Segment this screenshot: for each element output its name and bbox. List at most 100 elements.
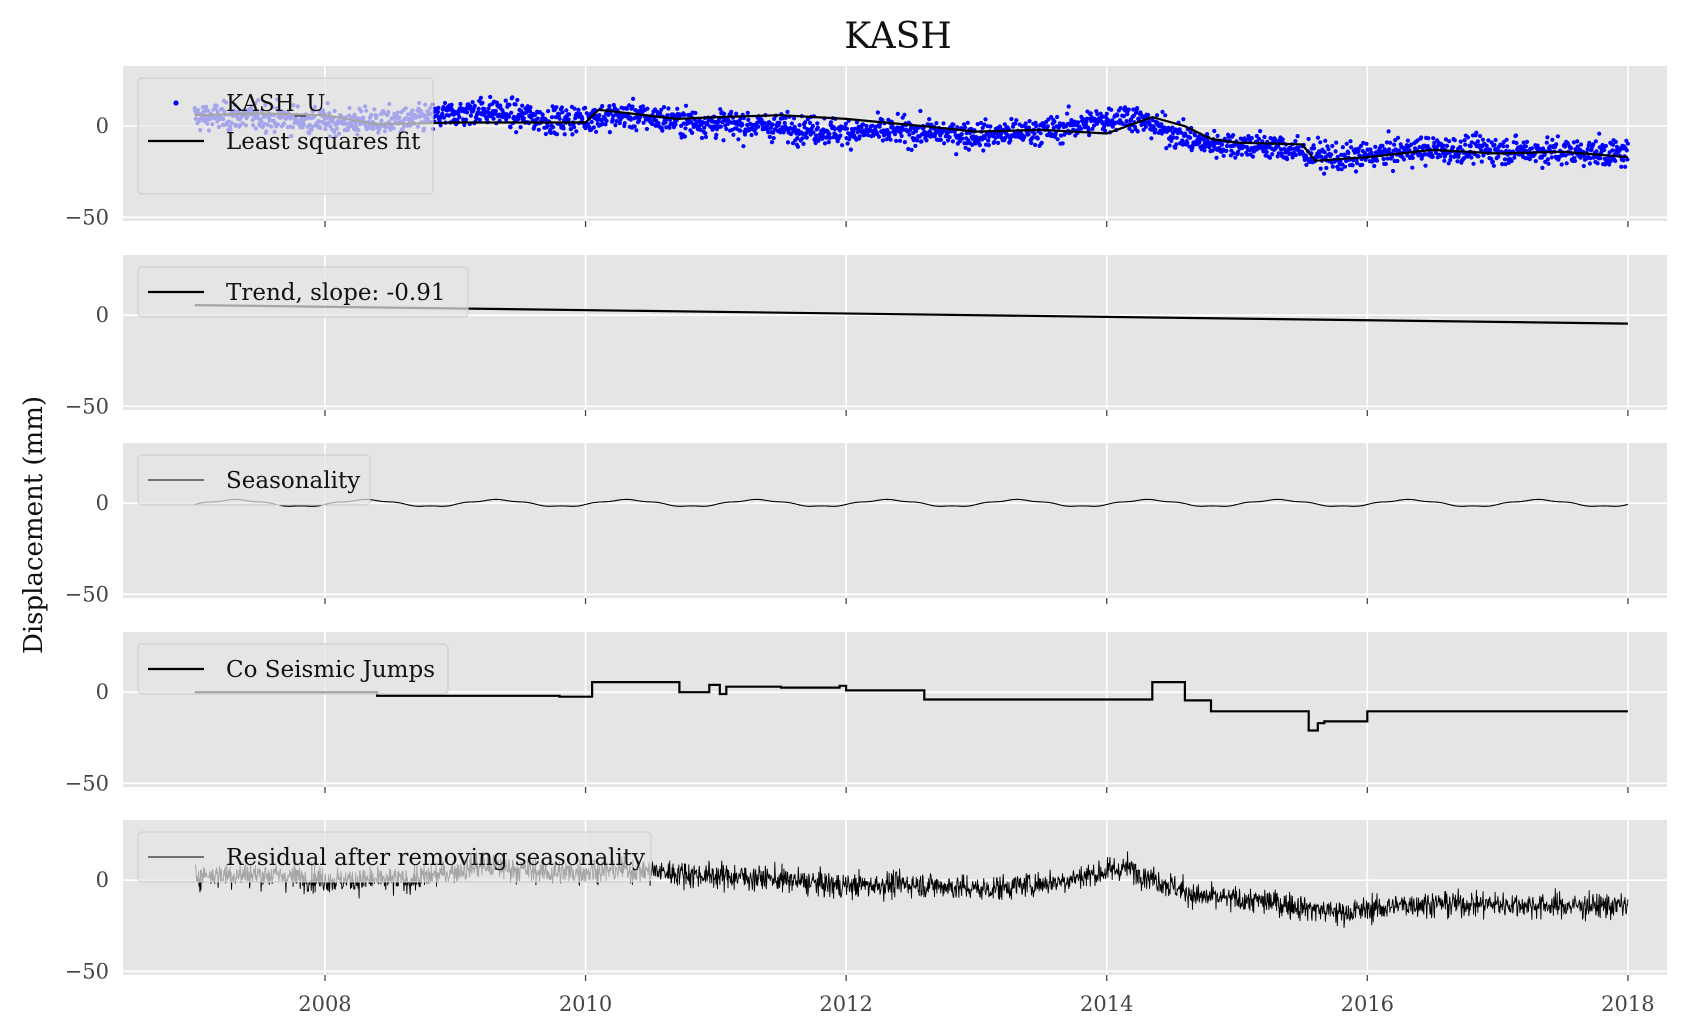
data-point (1205, 132, 1210, 137)
data-point (1539, 155, 1544, 160)
data-point (663, 120, 668, 125)
data-point (644, 126, 650, 132)
data-point (561, 126, 566, 131)
data-point (782, 120, 787, 126)
legend-label: Co Seismic Jumps (226, 657, 435, 683)
data-point (1033, 142, 1038, 148)
data-point (476, 106, 481, 111)
data-point (714, 132, 719, 137)
data-point (1458, 139, 1463, 144)
data-point (1431, 136, 1436, 141)
data-point (814, 133, 819, 138)
data-point (603, 122, 608, 127)
data-point (1008, 138, 1013, 143)
data-point (1135, 106, 1140, 111)
data-point (909, 147, 914, 152)
data-point (1192, 133, 1198, 138)
data-point (913, 129, 919, 134)
data-point (848, 147, 854, 152)
legend: KASH_U Least squares fit (137, 77, 434, 195)
data-point (673, 122, 678, 127)
data-point (607, 130, 613, 135)
data-point (1127, 126, 1132, 131)
panel-trend: −50 0 Trend, slope: -0.91 (65, 255, 1667, 418)
data-point (441, 115, 446, 120)
data-point (1368, 147, 1373, 152)
data-point (708, 124, 713, 129)
data-point (838, 133, 843, 138)
data-point (1593, 139, 1598, 144)
data-point (584, 111, 589, 116)
data-point (1591, 142, 1596, 147)
data-point (536, 127, 541, 132)
data-point (1610, 142, 1616, 147)
data-point (1173, 145, 1178, 150)
data-point (504, 117, 509, 122)
data-point (1441, 143, 1446, 148)
data-point (973, 141, 978, 146)
data-point (745, 110, 750, 115)
data-point (666, 106, 671, 111)
data-point (718, 124, 723, 129)
legend-box (137, 77, 434, 195)
data-point (675, 106, 680, 111)
data-point (557, 116, 562, 121)
data-point (1104, 111, 1109, 116)
data-point (1118, 106, 1123, 111)
data-point (1484, 143, 1489, 148)
data-point (1529, 146, 1535, 151)
data-point (1038, 131, 1043, 136)
data-point (1066, 104, 1071, 109)
data-point (1384, 140, 1389, 145)
data-point (1306, 136, 1311, 142)
data-point (548, 127, 553, 132)
data-point (572, 106, 577, 111)
data-point (1509, 158, 1514, 164)
data-point (740, 122, 745, 127)
data-point (468, 104, 473, 109)
data-point (1023, 121, 1028, 126)
data-point (1131, 107, 1136, 112)
data-point (1076, 120, 1081, 125)
data-point (1030, 135, 1035, 140)
data-point (1492, 142, 1497, 148)
data-point (462, 122, 467, 128)
data-point (1493, 137, 1498, 143)
data-point (690, 130, 695, 135)
data-point (1288, 146, 1294, 151)
data-point (1344, 141, 1349, 146)
data-point (543, 131, 549, 137)
data-point (927, 117, 932, 122)
data-point (1261, 149, 1266, 154)
data-point (1170, 125, 1175, 130)
data-point (1523, 144, 1528, 149)
data-point (701, 120, 706, 125)
data-point (513, 102, 518, 107)
data-point (966, 147, 972, 152)
data-point (1231, 133, 1236, 138)
data-point (1149, 136, 1154, 141)
data-point (506, 114, 512, 119)
data-point (1324, 165, 1329, 171)
legend-box (137, 266, 469, 318)
data-point (1542, 152, 1547, 158)
data-point (1603, 143, 1608, 149)
data-point (1160, 109, 1165, 114)
data-point (1179, 130, 1184, 135)
y-tick-label: 0 (96, 868, 109, 892)
data-point (1034, 124, 1039, 129)
legend: Residual after removing seasonality (137, 831, 652, 883)
data-point (857, 134, 862, 139)
data-point (1258, 129, 1263, 134)
data-point (1423, 163, 1428, 168)
data-point (769, 140, 775, 145)
data-point (1003, 135, 1008, 140)
data-point (1231, 151, 1236, 156)
data-point (438, 123, 443, 128)
data-point (762, 121, 768, 126)
data-point (886, 117, 891, 122)
data-point (1364, 141, 1369, 146)
data-point (771, 130, 776, 135)
data-point (1405, 153, 1410, 158)
data-point (1471, 161, 1476, 166)
